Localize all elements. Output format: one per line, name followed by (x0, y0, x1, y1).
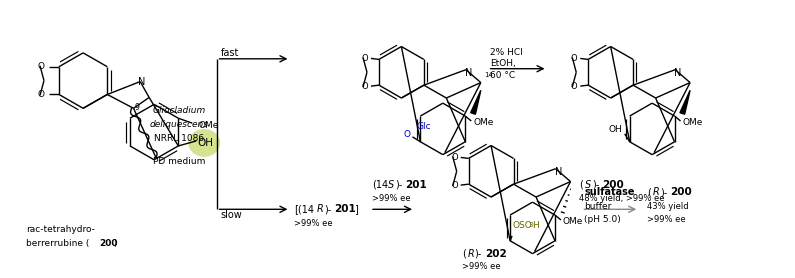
Text: >99% ee: >99% ee (462, 262, 500, 271)
Text: PD medium: PD medium (153, 157, 205, 166)
Ellipse shape (188, 129, 220, 157)
Text: 201: 201 (405, 180, 427, 190)
Text: 48% yield, >99% ee: 48% yield, >99% ee (580, 194, 665, 203)
Text: O: O (362, 54, 368, 63)
Text: sulfatase: sulfatase (584, 187, 635, 197)
Text: O: O (451, 181, 458, 190)
Text: O: O (571, 82, 577, 91)
Text: OMe: OMe (198, 121, 219, 130)
Text: Glc: Glc (417, 122, 431, 131)
Text: )-: )- (592, 180, 599, 190)
Text: >99% ee: >99% ee (294, 219, 333, 228)
Text: OMe: OMe (473, 118, 494, 127)
Text: 202: 202 (485, 249, 506, 259)
Text: OMe: OMe (683, 118, 703, 127)
Text: buffer: buffer (584, 202, 611, 211)
Text: R: R (653, 187, 660, 197)
Text: N: N (465, 68, 472, 78)
Text: 14: 14 (484, 72, 493, 78)
Text: H: H (532, 221, 539, 230)
Text: O: O (451, 153, 458, 162)
Text: O: O (38, 90, 45, 99)
Text: 60 °C: 60 °C (490, 71, 515, 80)
Text: deliquescens: deliquescens (149, 120, 208, 129)
Text: R: R (467, 249, 475, 259)
Text: N: N (674, 68, 682, 78)
Text: S: S (388, 180, 394, 190)
Text: 200: 200 (99, 239, 118, 249)
Text: (: ( (462, 249, 466, 259)
Text: Gliocladium: Gliocladium (152, 106, 205, 115)
Text: )-: )- (475, 249, 482, 259)
Text: 9: 9 (134, 103, 139, 112)
Text: 2% HCl: 2% HCl (490, 48, 522, 57)
Text: S: S (585, 180, 591, 190)
Text: O: O (38, 62, 45, 71)
Text: >99% ee: >99% ee (372, 194, 411, 203)
Text: OMe: OMe (563, 217, 584, 227)
Text: 43% yield: 43% yield (647, 202, 688, 211)
Text: berrerrubine (: berrerrubine ( (26, 239, 90, 249)
Text: )-: )- (324, 204, 332, 214)
Text: N: N (555, 167, 562, 177)
Text: (pH 5.0): (pH 5.0) (584, 215, 621, 224)
Polygon shape (680, 90, 690, 114)
Text: OH: OH (609, 125, 622, 134)
Text: N: N (138, 76, 145, 86)
Text: rac-tetrahydro-: rac-tetrahydro- (26, 225, 95, 234)
Text: R: R (316, 204, 323, 214)
Text: O: O (362, 82, 368, 91)
Text: 3: 3 (528, 222, 533, 228)
Text: O: O (403, 130, 410, 139)
Text: 200: 200 (603, 180, 624, 190)
Text: ): ) (113, 239, 117, 249)
Text: [(14: [(14 (294, 204, 314, 214)
Polygon shape (471, 90, 481, 114)
Text: OSO: OSO (512, 221, 532, 230)
Text: 200: 200 (670, 187, 692, 197)
Text: ]: ] (354, 204, 358, 214)
Text: OH: OH (197, 138, 213, 148)
Text: (: ( (647, 187, 651, 197)
Text: O: O (571, 54, 577, 63)
Text: 201: 201 (334, 204, 356, 214)
Text: (14: (14 (372, 180, 388, 190)
Text: fast: fast (221, 48, 239, 58)
Text: )-: )- (660, 187, 667, 197)
Text: >99% ee: >99% ee (647, 215, 686, 224)
Text: (: ( (580, 180, 584, 190)
Text: EtOH,: EtOH, (490, 59, 515, 68)
Text: NRRL 1086: NRRL 1086 (153, 133, 204, 143)
Text: slow: slow (221, 210, 242, 220)
Text: )-: )- (395, 180, 402, 190)
